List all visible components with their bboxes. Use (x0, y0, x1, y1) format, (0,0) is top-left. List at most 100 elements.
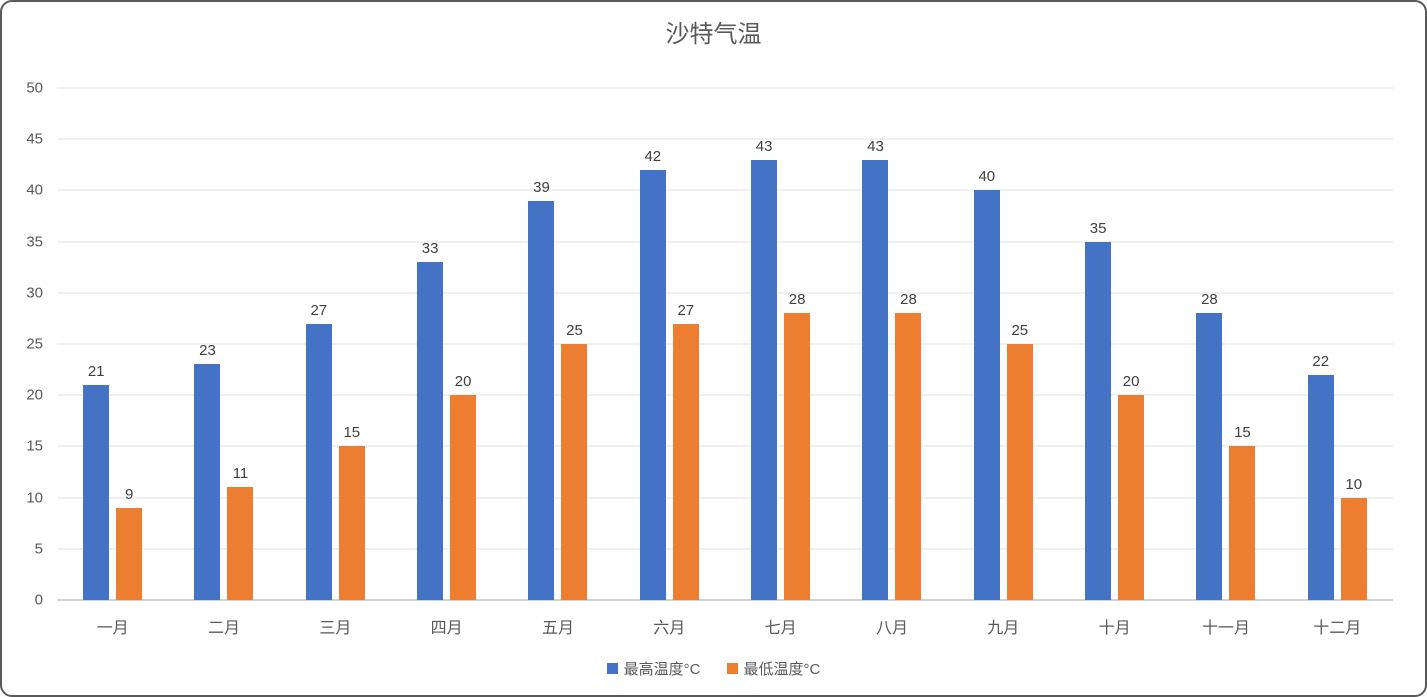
x-axis-category-label: 七月 (764, 620, 797, 637)
x-axis-category-label: 九月 (987, 620, 1020, 637)
data-label: 25 (566, 322, 583, 339)
gridline (57, 138, 1393, 140)
min-temp-bar: 25 (1006, 322, 1033, 600)
x-axis-category-label: 十二月 (1313, 620, 1362, 637)
y-axis-tick-label: 50 (26, 79, 43, 97)
data-label: 21 (87, 362, 105, 380)
data-label: 43 (867, 137, 884, 155)
gridline (57, 292, 1393, 294)
data-label: 39 (533, 178, 550, 196)
data-label: 20 (454, 373, 472, 391)
data-label: 15 (1234, 424, 1251, 442)
y-axis-tick-label: 10 (26, 489, 43, 507)
x-axis-category-label: 一月 (96, 620, 129, 637)
legend-item-min-temp: 最低温度°C (726, 658, 821, 679)
gridline (57, 394, 1393, 396)
legend-item-max-temp: 最高温度°C (606, 658, 701, 679)
data-label: 25 (1011, 322, 1029, 339)
gridline (57, 497, 1393, 499)
bar-group: 43 28 (725, 88, 836, 600)
min-temp-bar: 27 (672, 302, 699, 600)
legend-swatch-min-temp-icon (726, 663, 738, 674)
data-label: 10 (1345, 475, 1363, 493)
bar-group: 40 25 (948, 88, 1059, 600)
x-axis-category-label: 十一月 (1201, 620, 1250, 637)
min-temp-bar: 20 (1118, 373, 1145, 600)
y-axis-tick-label: 20 (26, 386, 43, 404)
max-temp-bar: 43 (862, 138, 889, 600)
gridline (57, 87, 1393, 89)
y-axis-tick-label: 30 (26, 284, 43, 302)
gridline (57, 241, 1393, 243)
min-temp-bar: 28 (784, 291, 811, 600)
x-axis-category-label: 三月 (319, 620, 352, 637)
data-label: 35 (1089, 219, 1107, 237)
data-label: 28 (900, 291, 917, 309)
y-axis-tick-label: 45 (26, 130, 43, 148)
legend-label-min-temp: 最低温度°C (743, 661, 821, 678)
bar-group: 43 28 (836, 88, 947, 600)
data-label: 23 (199, 342, 216, 360)
min-temp-bar: 15 (1229, 424, 1256, 600)
data-label: 27 (310, 301, 328, 319)
bar-group: 28 15 (1170, 88, 1281, 600)
y-axis-tick-label: 5 (34, 540, 43, 558)
y-axis-tick-label: 35 (26, 233, 43, 251)
y-axis-tick-label: 0 (34, 591, 43, 609)
bar-group: 27 15 (280, 88, 391, 600)
min-temp-bar: 9 (116, 486, 143, 600)
min-temp-bar: 11 (227, 465, 254, 600)
x-axis-category-label: 四月 (430, 620, 463, 637)
data-label: 33 (421, 240, 439, 258)
gridline (57, 548, 1393, 550)
max-temp-bar: 23 (194, 342, 221, 600)
x-axis-category-label: 二月 (207, 620, 240, 637)
data-label: 20 (1122, 373, 1140, 391)
max-temp-bar: 22 (1307, 353, 1334, 600)
data-label: 28 (1201, 291, 1218, 309)
min-temp-bar: 10 (1340, 476, 1367, 600)
x-axis-category-label: 六月 (653, 620, 686, 637)
gridline (57, 445, 1393, 447)
bar-group: 35 20 (1059, 88, 1170, 600)
bar-group: 42 27 (614, 88, 725, 600)
y-axis-tick-label: 15 (26, 437, 43, 455)
legend-label-max-temp: 最高温度°C (623, 661, 701, 678)
data-label: 11 (232, 465, 249, 483)
bar-group: 23 11 (168, 88, 279, 600)
gridline (57, 189, 1393, 191)
data-label: 27 (677, 301, 695, 319)
y-axis-tick-label: 40 (26, 181, 43, 199)
gridline (57, 343, 1393, 345)
data-label: 40 (978, 168, 996, 186)
data-label: 9 (124, 485, 134, 503)
x-axis-category-label: 五月 (541, 620, 574, 637)
min-temp-bar: 15 (338, 424, 365, 600)
chart-legend: 最高温度°C 最低温度°C (2, 658, 1425, 679)
min-temp-bar: 20 (450, 373, 477, 600)
x-axis-category-label: 八月 (875, 620, 908, 637)
data-label: 43 (755, 137, 773, 155)
x-axis-baseline (57, 599, 1393, 601)
x-axis: 一月 二月 三月 四月 五月 六月 七月 八月 九月 十月 十一月 十二月 (57, 614, 1393, 638)
bar-group: 33 20 (391, 88, 502, 600)
data-label: 28 (788, 291, 806, 309)
min-temp-bar: 28 (895, 291, 922, 600)
bar-group: 22 10 (1282, 88, 1393, 600)
data-label: 15 (343, 424, 361, 442)
data-label: 42 (644, 147, 662, 165)
max-temp-bar: 21 (83, 363, 110, 600)
max-temp-bar: 40 (973, 168, 1000, 600)
data-label: 22 (1312, 352, 1330, 370)
max-temp-bar: 33 (417, 240, 444, 600)
max-temp-bar: 39 (528, 179, 555, 600)
x-axis-category-label: 十月 (1098, 620, 1131, 637)
max-temp-bar: 35 (1085, 220, 1112, 600)
bar-group: 21 9 (57, 88, 168, 600)
max-temp-bar: 27 (305, 302, 332, 600)
chart-title: 沙特气温 (665, 21, 762, 48)
bar-group: 39 25 (502, 88, 613, 600)
plot-area: 0 5 10 15 20 25 30 35 40 45 50 21 9 23 11 27 15 33 20 39 25 4… (26, 81, 1393, 608)
max-temp-bar: 43 (751, 138, 778, 600)
